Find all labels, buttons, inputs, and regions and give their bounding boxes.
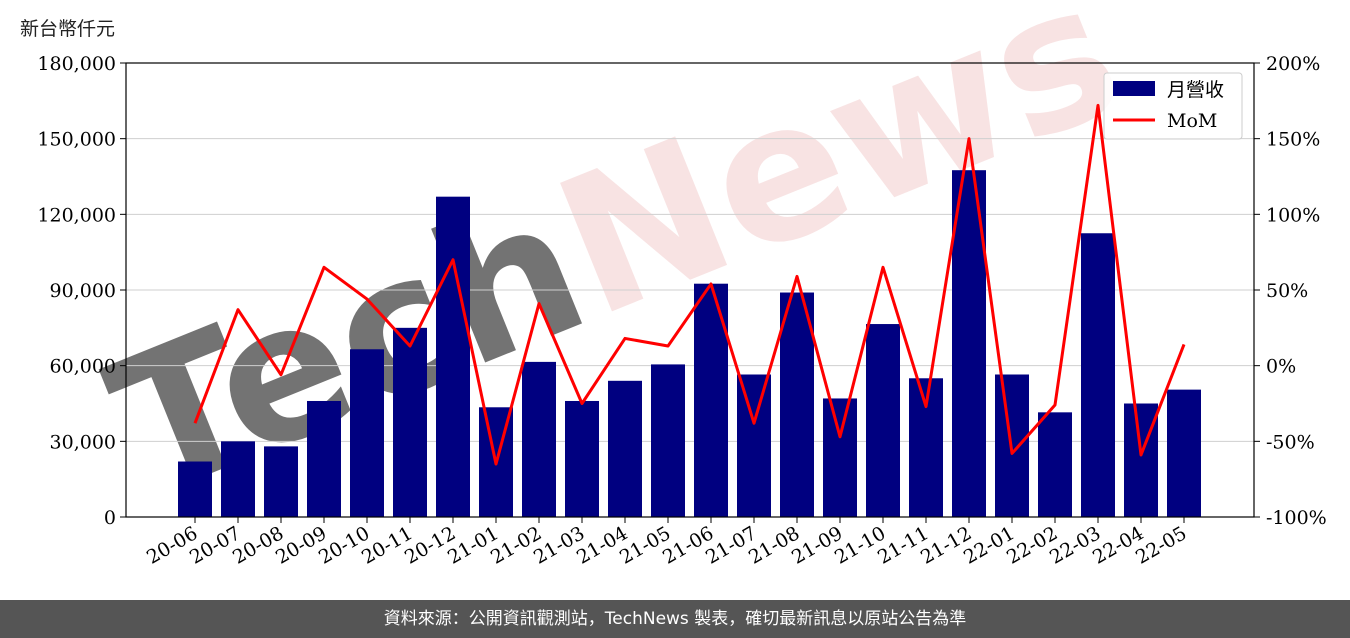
bar-20-06: [178, 461, 212, 517]
bar-20-11: [393, 327, 427, 517]
right-tick-label: 200%: [1266, 53, 1320, 75]
mom-polyline: [193, 103, 1186, 466]
bar-21-10: [866, 324, 900, 517]
legend: 月營收 MoM: [1103, 72, 1243, 140]
bar-22-05: [1167, 389, 1201, 517]
left-tick-label: 60,000: [50, 356, 116, 378]
right-axis-ticks: -100% -50% 0% 50% 100% 150% 200%: [1254, 53, 1327, 529]
bar-21-04: [608, 380, 642, 517]
right-tick-label: -100%: [1266, 507, 1327, 529]
bar-20-10: [350, 349, 384, 517]
bar-22-02: [1038, 412, 1072, 517]
right-tick-label: 150%: [1266, 129, 1320, 151]
left-tick-label: 30,000: [50, 431, 116, 453]
legend-label-mom: MoM: [1167, 110, 1217, 132]
x-tick-label: 22-05: [1132, 522, 1190, 568]
left-tick-label: 90,000: [50, 280, 116, 302]
legend-label-revenue: 月營收: [1167, 79, 1224, 101]
left-tick-label: 0: [104, 507, 116, 529]
mom-line: [193, 103, 1186, 466]
bar-22-03: [1081, 233, 1115, 517]
legend-swatch-bar: [1113, 81, 1155, 96]
bar-20-09: [307, 400, 341, 517]
bar-21-02: [522, 361, 556, 517]
bar-20-08: [264, 446, 298, 517]
left-tick-label: 120,000: [37, 204, 116, 226]
revenue-bars: [178, 170, 1201, 517]
x-axis-ticks: 20-0620-0720-0820-0920-1020-1120-1221-01…: [143, 517, 1191, 569]
right-tick-label: 100%: [1266, 204, 1320, 226]
bar-21-03: [565, 400, 599, 517]
right-tick-label: 50%: [1266, 280, 1308, 302]
bar-21-08: [780, 292, 814, 517]
bar-21-07: [737, 374, 771, 517]
revenue-chart: TechNews 030,00060,00090,000120,000150,0…: [37, 0, 1327, 569]
bar-21-09: [823, 398, 857, 517]
bar-21-05: [651, 364, 685, 517]
source-footer: 資料來源：公開資訊觀測站，TechNews 製表，確切最新訊息以原站公告為準: [0, 600, 1350, 638]
right-tick-label: -50%: [1266, 431, 1315, 453]
left-tick-label: 180,000: [37, 53, 116, 75]
right-tick-label: 0%: [1266, 356, 1296, 378]
bar-20-12: [436, 196, 470, 517]
bar-20-07: [221, 441, 255, 517]
left-axis-label: 新台幣仟元: [20, 18, 116, 40]
left-axis-ticks: 0 30,000 60,000 90,000 120,000 150,000 180,000: [37, 53, 126, 529]
left-tick-label: 150,000: [37, 129, 116, 151]
